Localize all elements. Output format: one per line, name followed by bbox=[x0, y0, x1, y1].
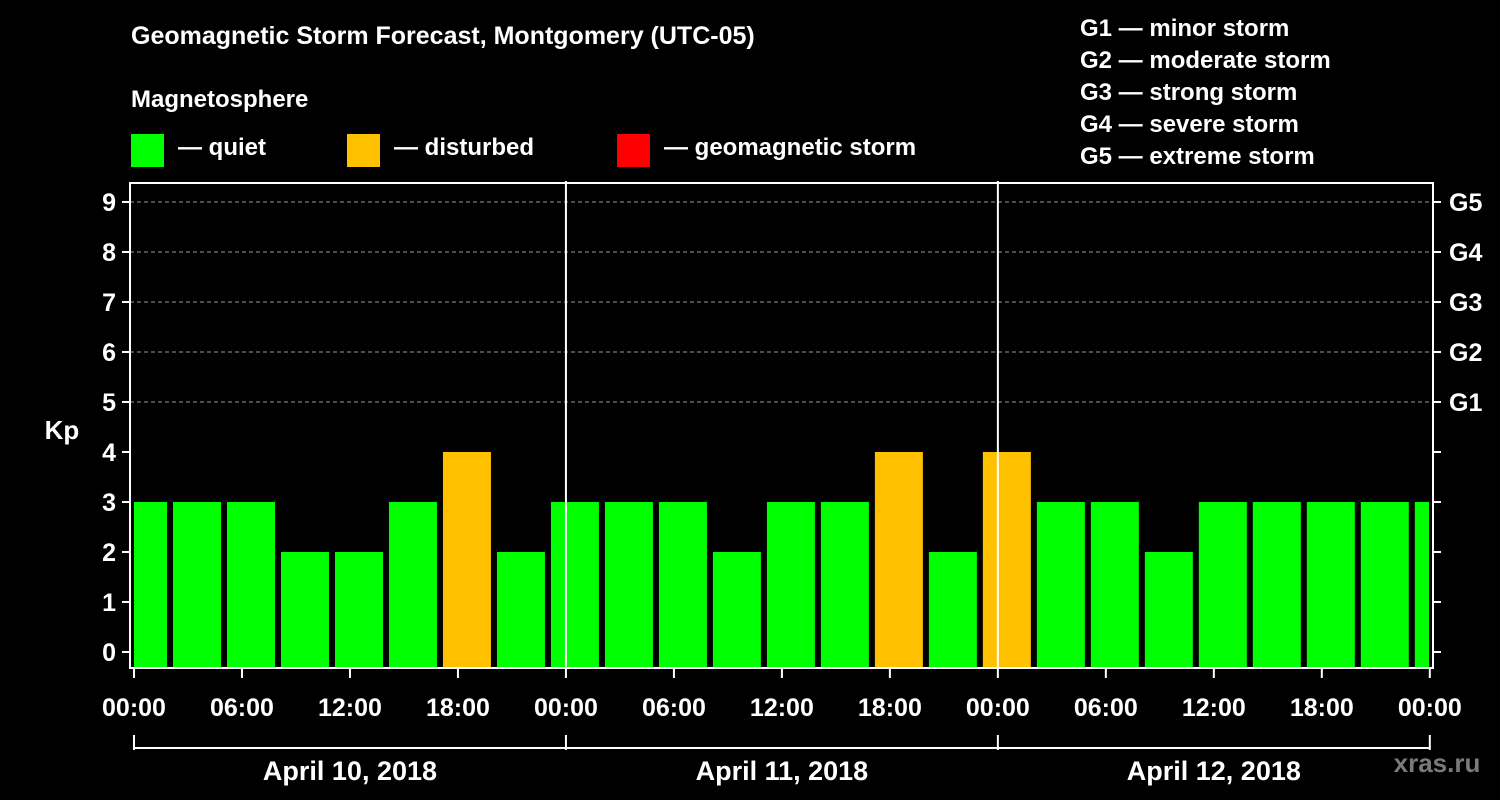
kp-bar bbox=[820, 502, 869, 668]
x-tick-label: 06:00 bbox=[642, 694, 706, 722]
kp-bar bbox=[928, 552, 977, 668]
kp-bar bbox=[1360, 502, 1409, 668]
y-tick-label: 9 bbox=[102, 189, 116, 217]
g2-level-label: G2 — moderate storm bbox=[1080, 47, 1331, 74]
y-tick-label: 6 bbox=[102, 339, 116, 367]
g1-level-label: G1 — minor storm bbox=[1080, 15, 1290, 42]
kp-bar bbox=[712, 552, 761, 668]
g4-level-label: G4 — severe storm bbox=[1080, 111, 1299, 138]
kp-bar bbox=[388, 502, 437, 668]
kp-bar bbox=[496, 552, 545, 668]
x-tick-label: 18:00 bbox=[426, 694, 490, 722]
g-axis-label: G5 bbox=[1449, 189, 1482, 217]
g-axis-label: G2 bbox=[1449, 339, 1482, 367]
kp-bar bbox=[134, 502, 167, 668]
y-tick-label: 4 bbox=[102, 439, 116, 467]
y-tick-label: 2 bbox=[102, 539, 116, 567]
x-tick-label: 00:00 bbox=[1398, 694, 1462, 722]
x-tick-label: 00:00 bbox=[966, 694, 1030, 722]
g-axis-label: G4 bbox=[1449, 239, 1482, 267]
kp-bar bbox=[172, 502, 221, 668]
x-tick-label: 00:00 bbox=[102, 694, 166, 722]
kp-bar bbox=[1252, 502, 1301, 668]
magnetosphere-heading: Magnetosphere bbox=[131, 86, 309, 113]
quiet-swatch bbox=[131, 134, 164, 167]
disturbed-swatch bbox=[347, 134, 380, 167]
kp-bar bbox=[1306, 502, 1355, 668]
g5-level-label: G5 — extreme storm bbox=[1080, 143, 1315, 170]
kp-bar bbox=[982, 452, 1031, 668]
x-tick-label: 18:00 bbox=[858, 694, 922, 722]
x-tick-label: 12:00 bbox=[318, 694, 382, 722]
y-tick-label: 1 bbox=[102, 589, 116, 617]
x-tick-label: 00:00 bbox=[534, 694, 598, 722]
chart-title: Geomagnetic Storm Forecast, Montgomery (… bbox=[131, 22, 755, 50]
kp-bar bbox=[550, 502, 599, 668]
kp-bar bbox=[604, 502, 653, 668]
x-tick-label: 06:00 bbox=[1074, 694, 1138, 722]
kp-bar bbox=[442, 452, 491, 668]
storm-legend-label: — geomagnetic storm bbox=[664, 134, 917, 161]
x-tick-label: 12:00 bbox=[750, 694, 814, 722]
kp-bar bbox=[226, 502, 275, 668]
y-tick-label: 3 bbox=[102, 489, 116, 517]
kp-bar bbox=[1036, 502, 1085, 668]
day-label: April 11, 2018 bbox=[696, 756, 869, 786]
kp-bar bbox=[874, 452, 923, 668]
x-tick-label: 18:00 bbox=[1290, 694, 1354, 722]
kp-bar bbox=[1144, 552, 1193, 668]
y-axis-label: Kp bbox=[45, 415, 80, 445]
y-tick-label: 8 bbox=[102, 239, 116, 267]
x-tick-label: 06:00 bbox=[210, 694, 274, 722]
g-axis-label: G3 bbox=[1449, 289, 1482, 317]
x-tick-label: 12:00 bbox=[1182, 694, 1246, 722]
disturbed-legend-label: — disturbed bbox=[394, 134, 535, 161]
kp-bar bbox=[334, 552, 383, 668]
kp-bar bbox=[1198, 502, 1247, 668]
kp-bar bbox=[658, 502, 707, 668]
y-tick-label: 7 bbox=[102, 289, 116, 317]
y-tick-label: 5 bbox=[102, 389, 116, 417]
storm-swatch bbox=[617, 134, 650, 167]
y-tick-label: 0 bbox=[102, 639, 116, 667]
kp-bar bbox=[766, 502, 815, 668]
g3-level-label: G3 — strong storm bbox=[1080, 79, 1298, 106]
kp-bar bbox=[280, 552, 329, 668]
kp-bar bbox=[1414, 502, 1429, 668]
g-axis-label: G1 bbox=[1449, 389, 1482, 417]
quiet-legend-label: — quiet bbox=[178, 134, 266, 161]
day-label: April 10, 2018 bbox=[263, 756, 437, 786]
watermark: xras.ru bbox=[1394, 748, 1481, 778]
day-label: April 12, 2018 bbox=[1127, 756, 1301, 786]
kp-bar bbox=[1090, 502, 1139, 668]
